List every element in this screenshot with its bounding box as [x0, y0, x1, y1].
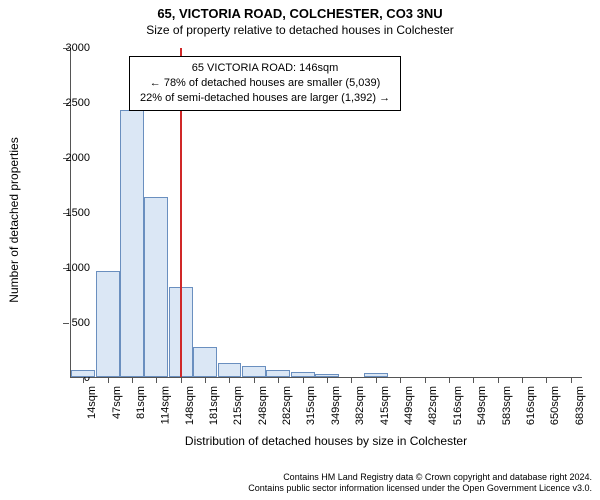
- histogram-bar: [96, 271, 120, 377]
- histogram-bar: [242, 366, 266, 377]
- x-tick-label: 650sqm: [549, 386, 561, 425]
- x-tick: [522, 377, 523, 383]
- x-tick-label: 215sqm: [232, 386, 244, 425]
- x-tick: [400, 377, 401, 383]
- x-tick-label: 181sqm: [208, 386, 220, 425]
- y-tick-label: 1000: [50, 262, 90, 274]
- y-tick-label: 1500: [50, 207, 90, 219]
- y-axis-title-text: Number of detached properties: [7, 137, 21, 302]
- x-tick-label: 114sqm: [159, 386, 171, 424]
- histogram-bar: [218, 363, 242, 377]
- x-tick: [132, 377, 133, 383]
- x-tick: [473, 377, 474, 383]
- histogram-bar: [266, 370, 290, 377]
- x-tick-label: 14sqm: [86, 386, 98, 419]
- x-tick: [108, 377, 109, 383]
- x-tick: [449, 377, 450, 383]
- x-tick-label: 549sqm: [476, 386, 488, 425]
- plot-region: 05001000150020002500300014sqm47sqm81sqm1…: [70, 48, 582, 378]
- x-tick: [546, 377, 547, 383]
- y-tick-label: 500: [50, 317, 90, 329]
- histogram-bar: [120, 110, 144, 377]
- chart-container: 65, VICTORIA ROAD, COLCHESTER, CO3 3NU S…: [0, 0, 600, 500]
- x-tick: [571, 377, 572, 383]
- x-tick: [205, 377, 206, 383]
- histogram-bar: [71, 370, 95, 377]
- histogram-bar: [193, 347, 217, 377]
- y-tick-label: 2000: [50, 152, 90, 164]
- footer-attribution: Contains HM Land Registry data © Crown c…: [248, 472, 592, 495]
- footer-line-1: Contains HM Land Registry data © Crown c…: [248, 472, 592, 483]
- info-box: 65 VICTORIA ROAD: 146sqm← 78% of detache…: [129, 56, 401, 111]
- x-tick: [229, 377, 230, 383]
- x-tick: [327, 377, 328, 383]
- x-tick-label: 683sqm: [574, 386, 586, 425]
- x-tick-label: 47sqm: [111, 386, 123, 419]
- page-subtitle: Size of property relative to detached ho…: [0, 23, 600, 37]
- y-tick-label: 3000: [50, 42, 90, 54]
- x-tick: [83, 377, 84, 383]
- footer-line-2: Contains public sector information licen…: [248, 483, 592, 494]
- x-tick-label: 315sqm: [306, 386, 318, 425]
- page-title: 65, VICTORIA ROAD, COLCHESTER, CO3 3NU: [0, 0, 600, 21]
- x-tick: [156, 377, 157, 383]
- info-box-line: 65 VICTORIA ROAD: 146sqm: [140, 61, 390, 76]
- x-tick-label: 583sqm: [501, 386, 513, 425]
- y-tick-label: 2500: [50, 97, 90, 109]
- x-tick-label: 616sqm: [525, 386, 537, 425]
- x-tick: [181, 377, 182, 383]
- histogram-bar: [144, 197, 168, 377]
- x-tick-label: 482sqm: [428, 386, 440, 425]
- x-tick: [254, 377, 255, 383]
- x-tick-label: 516sqm: [452, 386, 464, 425]
- x-tick-label: 382sqm: [354, 386, 366, 425]
- x-tick-label: 349sqm: [330, 386, 342, 425]
- x-tick-label: 282sqm: [281, 386, 293, 425]
- info-box-line: ← 78% of detached houses are smaller (5,…: [140, 76, 390, 91]
- x-tick-label: 248sqm: [257, 386, 269, 425]
- x-tick-label: 449sqm: [403, 386, 415, 425]
- x-tick: [303, 377, 304, 383]
- x-tick-label: 81sqm: [135, 386, 147, 419]
- chart-area: Number of detached properties 0500100015…: [44, 48, 584, 418]
- x-tick: [351, 377, 352, 383]
- x-tick: [278, 377, 279, 383]
- x-tick-label: 148sqm: [184, 386, 196, 425]
- x-tick: [425, 377, 426, 383]
- info-box-line: 22% of semi-detached houses are larger (…: [140, 91, 390, 106]
- x-tick-label: 415sqm: [379, 386, 391, 425]
- x-tick: [498, 377, 499, 383]
- x-tick: [376, 377, 377, 383]
